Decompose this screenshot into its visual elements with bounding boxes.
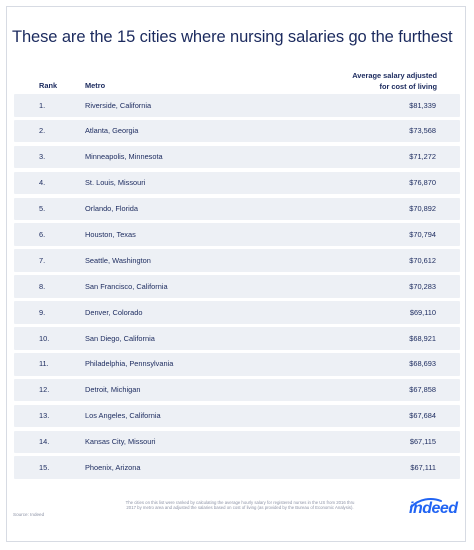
table-row: 1. Riverside, California $81,339 bbox=[14, 94, 460, 117]
metro-cell: Los Angeles, California bbox=[85, 411, 161, 421]
salary-cell: $68,921 bbox=[409, 333, 436, 343]
footnote: The cities on this list were ranked by c… bbox=[125, 500, 355, 511]
table-row: 6. Houston, Texas $70,794 bbox=[14, 223, 460, 247]
rank-cell: 6. bbox=[39, 229, 46, 239]
metro-cell: Orlando, Florida bbox=[85, 204, 138, 214]
header-rank: Rank bbox=[39, 81, 58, 90]
table-row: 10. San Diego, California $68,921 bbox=[14, 327, 460, 350]
salary-cell: $70,283 bbox=[409, 281, 436, 291]
header-metro: Metro bbox=[85, 81, 106, 90]
table-row: 2. Atlanta, Georgia $73,568 bbox=[14, 119, 460, 143]
rank-cell: 10. bbox=[39, 333, 50, 343]
table-row: 14. Kansas City, Missouri $67,115 bbox=[14, 430, 460, 454]
table-row: 11. Philadelphia, Pennsylvania $68,693 bbox=[14, 352, 460, 376]
indeed-logo: indeed bbox=[405, 498, 467, 522]
metro-cell: St. Louis, Missouri bbox=[85, 178, 146, 188]
table-row: 3. Minneapolis, Minnesota $71,272 bbox=[14, 145, 460, 169]
rank-cell: 15. bbox=[39, 462, 50, 472]
metro-cell: Seattle, Washington bbox=[85, 255, 151, 265]
metro-cell: Philadelphia, Pennsylvania bbox=[85, 359, 174, 369]
source-note: Source: Indeed bbox=[13, 512, 45, 517]
rank-cell: 8. bbox=[39, 281, 46, 291]
logo-arc-icon bbox=[410, 498, 442, 508]
salary-cell: $70,892 bbox=[409, 204, 436, 214]
salary-cell: $67,684 bbox=[409, 411, 436, 421]
metro-cell: Minneapolis, Minnesota bbox=[85, 152, 163, 162]
salary-cell: $73,568 bbox=[409, 126, 436, 136]
rank-cell: 4. bbox=[39, 178, 46, 188]
table-row: 8. San Francisco, California $70,283 bbox=[14, 275, 460, 298]
table-header: Rank Metro Average salary adjusted for c… bbox=[0, 68, 474, 92]
logo-text: indeed bbox=[409, 500, 458, 517]
table-row: 12. Detroit, Michigan $67,858 bbox=[14, 378, 460, 402]
metro-cell: San Francisco, California bbox=[85, 281, 168, 291]
salary-cell: $70,612 bbox=[409, 255, 436, 265]
metro-cell: Houston, Texas bbox=[85, 229, 136, 239]
rank-cell: 2. bbox=[39, 126, 46, 136]
salary-cell: $81,339 bbox=[409, 100, 436, 110]
salary-cell: $68,693 bbox=[409, 359, 436, 369]
metro-cell: Detroit, Michigan bbox=[85, 385, 141, 395]
header-salary-line1: Average salary adjusted bbox=[352, 71, 437, 80]
table-row: 13. Los Angeles, California $67,684 bbox=[14, 404, 460, 428]
rank-cell: 13. bbox=[39, 411, 50, 421]
header-salary-line2: for cost of living bbox=[379, 82, 437, 91]
salary-cell: $67,858 bbox=[409, 385, 436, 395]
rank-cell: 9. bbox=[39, 307, 46, 317]
rank-cell: 11. bbox=[39, 359, 49, 369]
table-row: 7. Seattle, Washington $70,612 bbox=[14, 249, 460, 272]
rank-cell: 3. bbox=[39, 152, 46, 162]
rank-cell: 1. bbox=[39, 100, 46, 110]
metro-cell: Kansas City, Missouri bbox=[85, 437, 156, 447]
metro-cell: Denver, Colorado bbox=[85, 307, 143, 317]
salary-cell: $76,870 bbox=[409, 178, 436, 188]
rank-cell: 7. bbox=[39, 255, 46, 265]
table-body: 1. Riverside, California $81,339 2. Atlanta,… bbox=[14, 94, 460, 482]
salary-cell: $67,115 bbox=[409, 437, 436, 447]
metro-cell: San Diego, California bbox=[85, 333, 155, 343]
rank-cell: 5. bbox=[39, 204, 46, 214]
table-row: 15. Phoenix, Arizona $67,111 bbox=[14, 456, 460, 480]
table-row: 4. St. Louis, Missouri $76,870 bbox=[14, 171, 460, 195]
salary-cell: $69,110 bbox=[409, 307, 436, 317]
table-row: 9. Denver, Colorado $69,110 bbox=[14, 301, 460, 324]
metro-cell: Atlanta, Georgia bbox=[85, 126, 139, 136]
metro-cell: Phoenix, Arizona bbox=[85, 462, 141, 472]
table-row: 5. Orlando, Florida $70,892 bbox=[14, 197, 460, 221]
rank-cell: 14. bbox=[39, 437, 50, 447]
header-salary: Average salary adjusted for cost of livi… bbox=[352, 70, 437, 92]
salary-cell: $67,111 bbox=[410, 462, 436, 472]
rank-cell: 12. bbox=[39, 385, 50, 395]
chart-title: These are the 15 cities where nursing sa… bbox=[12, 28, 453, 46]
salary-cell: $70,794 bbox=[409, 229, 436, 239]
metro-cell: Riverside, California bbox=[85, 100, 152, 110]
salary-cell: $71,272 bbox=[409, 152, 436, 162]
